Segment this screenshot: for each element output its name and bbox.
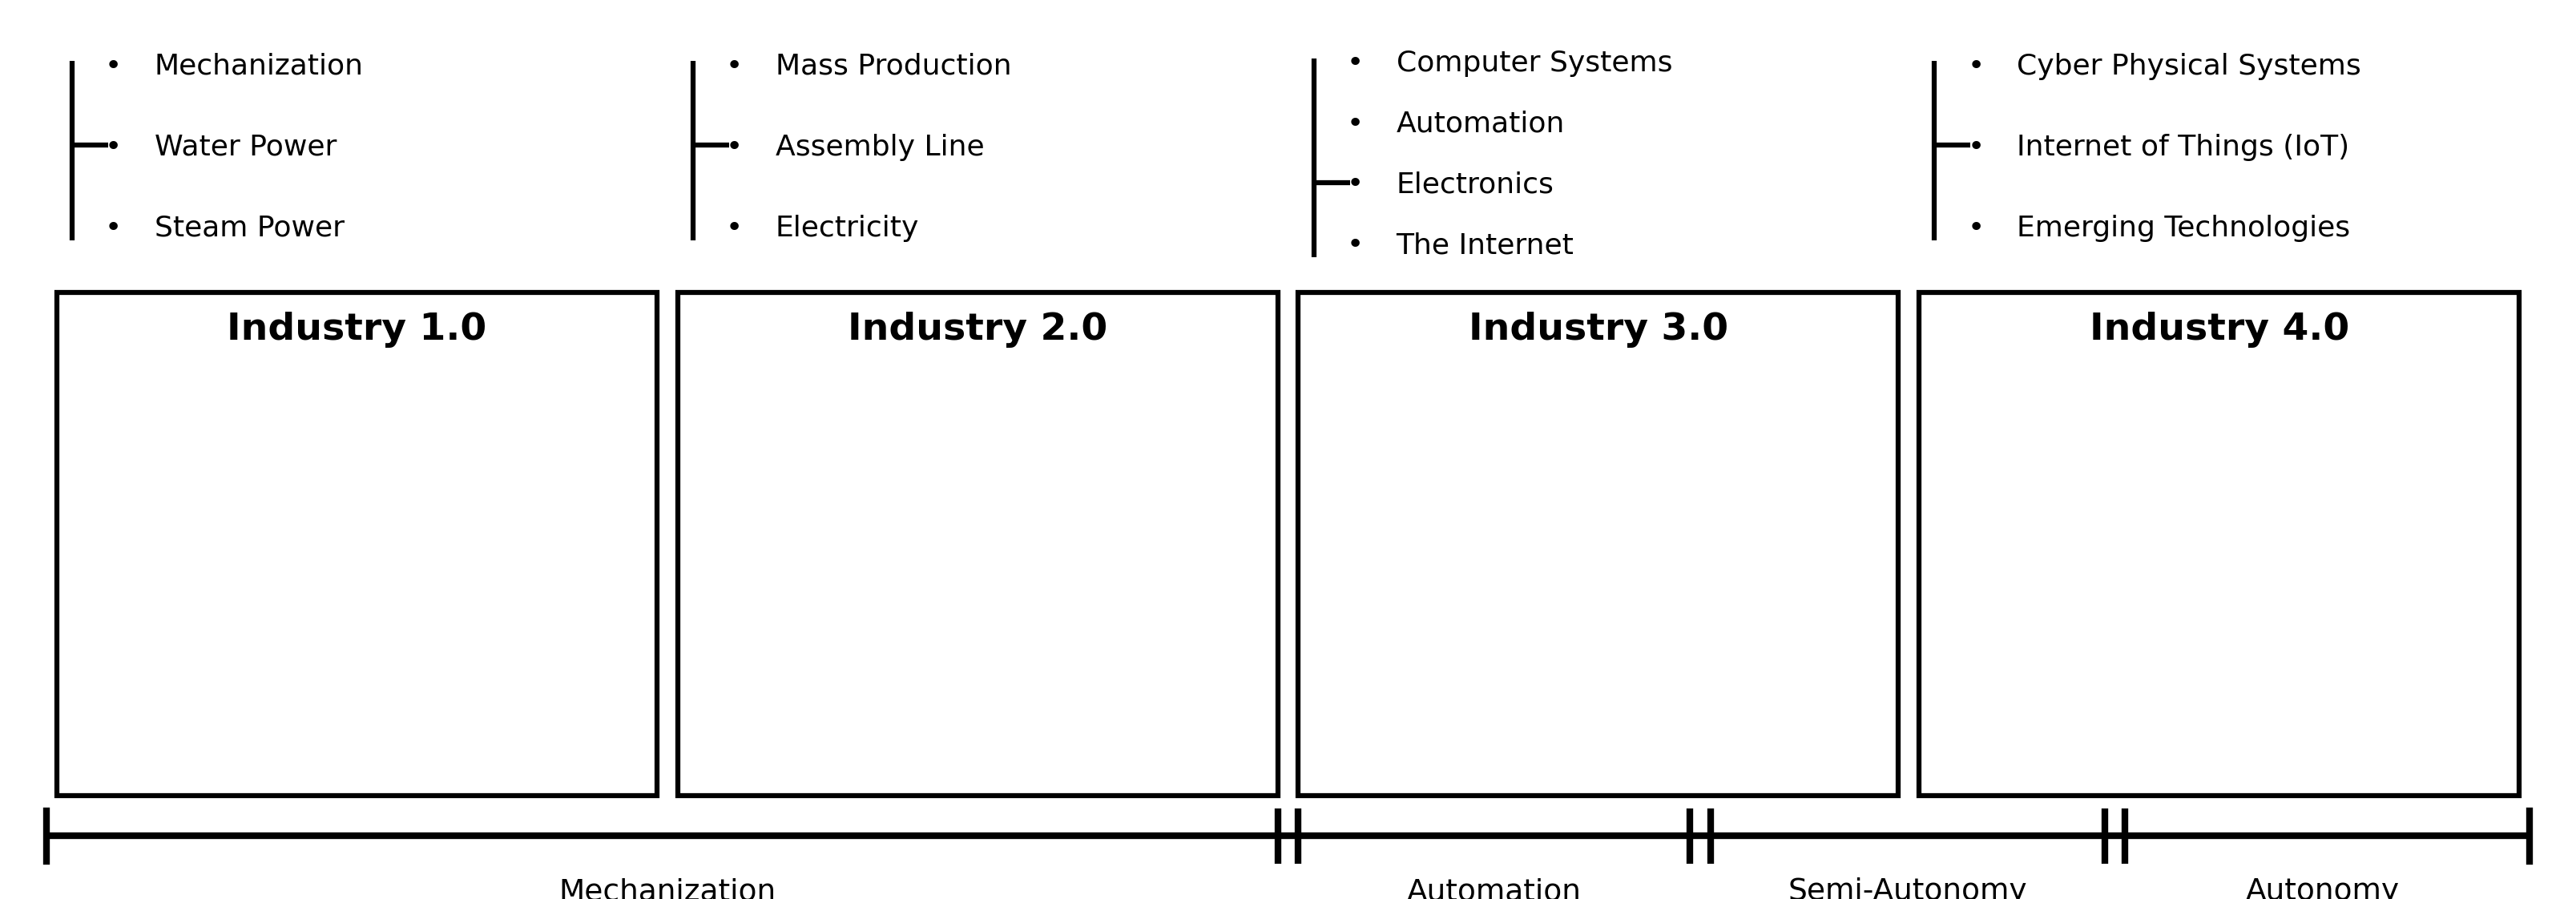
Text: •: • bbox=[726, 133, 742, 161]
Text: Semi-Autonomy: Semi-Autonomy bbox=[1788, 877, 2027, 899]
FancyBboxPatch shape bbox=[57, 292, 657, 796]
Text: Electronics: Electronics bbox=[1396, 171, 1553, 198]
Text: Electricity: Electricity bbox=[775, 215, 920, 242]
Text: •: • bbox=[726, 52, 742, 80]
Text: Mechanization: Mechanization bbox=[559, 877, 775, 899]
Text: Industry 2.0: Industry 2.0 bbox=[848, 312, 1108, 348]
Text: Water Power: Water Power bbox=[155, 133, 337, 161]
Text: Assembly Line: Assembly Line bbox=[775, 133, 984, 161]
FancyBboxPatch shape bbox=[677, 292, 1278, 796]
Text: Autonomy: Autonomy bbox=[2246, 877, 2398, 899]
Text: Mass Production: Mass Production bbox=[775, 52, 1012, 80]
FancyBboxPatch shape bbox=[1298, 292, 1899, 796]
Text: •: • bbox=[1968, 215, 1984, 242]
Text: •: • bbox=[1347, 111, 1363, 138]
Text: The Internet: The Internet bbox=[1396, 232, 1574, 259]
Text: Automation: Automation bbox=[1406, 877, 1582, 899]
Text: Mechanization: Mechanization bbox=[155, 52, 363, 80]
Text: •: • bbox=[106, 52, 121, 80]
FancyBboxPatch shape bbox=[1919, 292, 2519, 796]
Text: •: • bbox=[726, 215, 742, 242]
Text: •: • bbox=[1968, 52, 1984, 80]
Text: •: • bbox=[1347, 49, 1363, 76]
Text: Steam Power: Steam Power bbox=[155, 215, 345, 242]
Text: Internet of Things (IoT): Internet of Things (IoT) bbox=[2017, 133, 2349, 161]
Text: Computer Systems: Computer Systems bbox=[1396, 49, 1672, 76]
Text: Emerging Technologies: Emerging Technologies bbox=[2017, 215, 2349, 242]
Text: Cyber Physical Systems: Cyber Physical Systems bbox=[2017, 52, 2362, 80]
Text: •: • bbox=[1347, 232, 1363, 259]
Text: •: • bbox=[106, 133, 121, 161]
Text: Industry 3.0: Industry 3.0 bbox=[1468, 312, 1728, 348]
Text: Industry 4.0: Industry 4.0 bbox=[2089, 312, 2349, 348]
Text: •: • bbox=[106, 215, 121, 242]
Text: Industry 1.0: Industry 1.0 bbox=[227, 312, 487, 348]
Text: •: • bbox=[1347, 171, 1363, 198]
Text: Automation: Automation bbox=[1396, 111, 1564, 138]
Text: •: • bbox=[1968, 133, 1984, 161]
